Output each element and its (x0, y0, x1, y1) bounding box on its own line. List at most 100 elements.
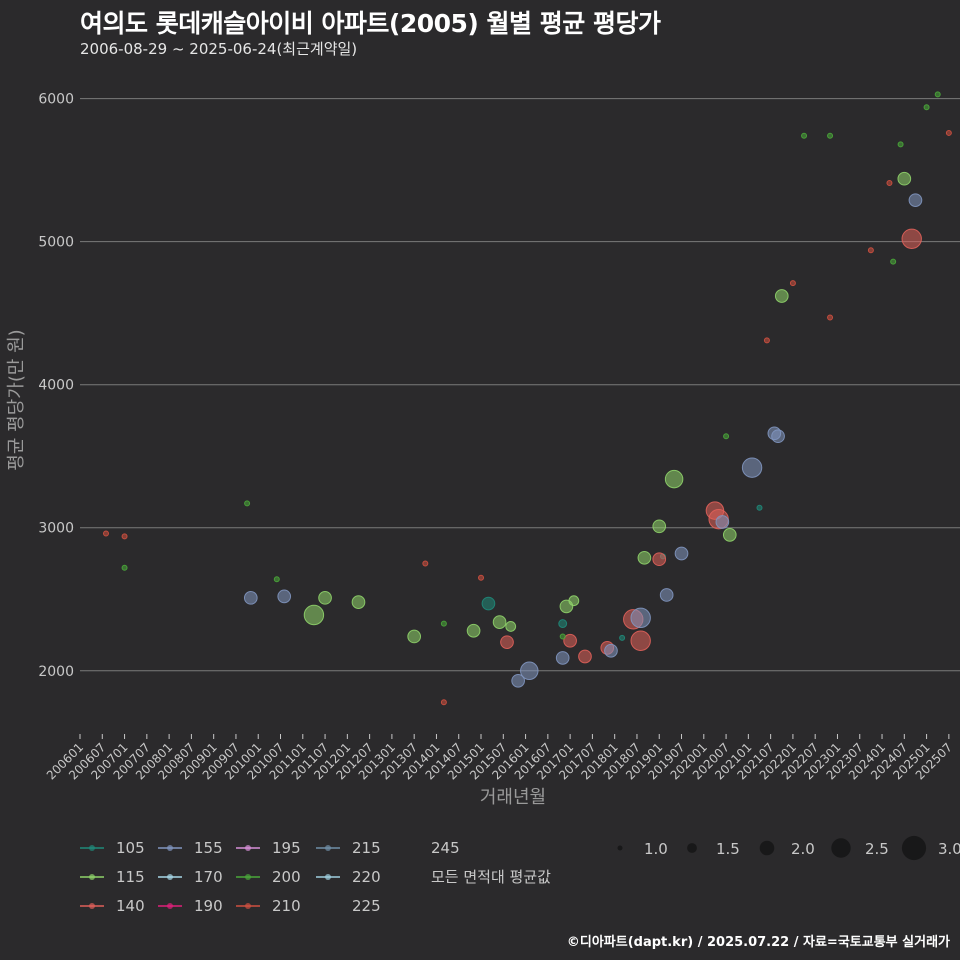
size-legend-label: 2.0 (791, 840, 815, 858)
data-point-140 (652, 552, 667, 567)
data-point-210 (945, 129, 952, 136)
data-point-115 (664, 469, 684, 489)
legend-key-dot-215 (325, 845, 331, 851)
size-legend-circle (687, 843, 697, 853)
legend-key-dot-200 (245, 874, 251, 880)
data-point-140 (630, 630, 651, 651)
data-point-155 (511, 673, 525, 688)
data-point-155 (771, 429, 785, 444)
legend-label-245: 245 (431, 839, 460, 857)
data-point-155 (674, 546, 689, 561)
data-point-155 (243, 590, 258, 605)
legend-key-dot-220 (325, 874, 331, 880)
y-tick-label: 3000 (38, 521, 74, 537)
size-legend-circle (617, 845, 623, 851)
legend-key-dot-195 (245, 845, 251, 851)
data-point-155 (277, 589, 292, 604)
data-point-200 (897, 141, 904, 148)
data-point-210 (422, 560, 429, 567)
data-point-155 (630, 607, 651, 629)
legend-label-225: 225 (352, 897, 381, 915)
y-tick-label: 2000 (38, 664, 74, 680)
data-point-210 (102, 530, 109, 537)
data-point-155 (715, 515, 730, 529)
size-legend-label: 1.0 (644, 840, 668, 858)
data-point-115 (897, 171, 912, 186)
data-point-115 (303, 604, 325, 626)
data-point-200 (273, 576, 280, 583)
chart-subtitle: 2006-08-29 ~ 2025-06-24(최근계약일) (80, 40, 358, 58)
data-point-200 (827, 132, 834, 139)
data-point-155 (659, 588, 674, 602)
data-point-140 (705, 501, 725, 520)
legend-label-215: 215 (352, 839, 381, 857)
chart-title: 여의도 롯데캐슬아이비 아파트(2005) 월별 평균 평당가 (80, 9, 661, 38)
y-axis-title: 평균 평당가(만 원) (6, 329, 27, 470)
data-point-140 (500, 635, 514, 650)
size-legend-label: 2.5 (865, 840, 889, 858)
data-point-210 (886, 180, 893, 187)
data-point-200 (559, 633, 566, 640)
data-point-200 (801, 132, 808, 139)
data-point-140 (563, 633, 577, 648)
data-point-210 (763, 337, 770, 344)
data-point-115 (466, 623, 481, 638)
data-point-210 (789, 280, 796, 287)
data-point-140 (901, 228, 922, 249)
legend-label-220: 220 (352, 868, 381, 886)
legend-label-모든 면적대 평균값: 모든 면적대 평균값 (431, 868, 551, 886)
data-point-155 (555, 651, 570, 665)
data-point-200 (934, 91, 941, 98)
y-tick-label: 4000 (38, 378, 74, 394)
data-point-115 (351, 595, 366, 609)
data-point-155 (908, 193, 923, 208)
data-point-200 (121, 564, 128, 571)
data-point-115 (722, 528, 737, 542)
data-point-105 (558, 619, 568, 629)
size-legend-label: 1.5 (716, 840, 740, 858)
legend-key-dot-170 (167, 874, 173, 880)
legend-key-dot-190 (167, 903, 173, 909)
data-point-105 (756, 504, 763, 511)
data-point-200 (244, 500, 251, 507)
data-point-115 (407, 629, 422, 644)
data-point-200 (923, 104, 930, 111)
y-tick-label: 6000 (38, 92, 74, 108)
legend-label-190: 190 (194, 897, 223, 915)
data-point-200 (440, 620, 447, 627)
legend-label-195: 195 (272, 839, 301, 857)
legend-key-dot-140 (89, 903, 95, 909)
size-legend-circle (831, 838, 851, 858)
data-point-115 (652, 519, 667, 534)
legend-label-210: 210 (272, 897, 301, 915)
data-point-210 (121, 533, 128, 540)
data-point-155 (741, 457, 763, 478)
data-point-115 (637, 550, 652, 565)
data-point-210 (478, 574, 485, 581)
legend-label-200: 200 (272, 868, 301, 886)
data-point-115 (505, 621, 517, 632)
legend-key-dot-105 (89, 845, 95, 851)
size-legend-circle (759, 840, 775, 856)
data-point-210 (440, 699, 447, 706)
data-point-115 (318, 590, 332, 605)
size-legend-label: 3.0 (938, 840, 960, 858)
x-axis-title: 거래년월 (480, 787, 546, 808)
legend-key-dot-210 (245, 903, 251, 909)
data-point-200 (890, 258, 897, 265)
data-point-210 (867, 247, 874, 254)
data-point-115 (568, 595, 580, 607)
legend-label-170: 170 (194, 868, 223, 886)
data-point-200 (723, 433, 730, 440)
data-point-155 (604, 643, 618, 658)
data-point-155 (520, 661, 539, 681)
source-caption: ©디아파트(dapt.kr) / 2025.07.22 / 자료=국토교통부 실… (566, 935, 950, 950)
legend-label-140: 140 (116, 897, 145, 915)
data-point-140 (578, 649, 592, 664)
size-legend-circle (901, 835, 927, 861)
legend-key-dot-115 (89, 874, 95, 880)
data-point-105 (481, 596, 496, 611)
legend-key-dot-155 (167, 845, 173, 851)
legend-label-115: 115 (116, 868, 145, 886)
